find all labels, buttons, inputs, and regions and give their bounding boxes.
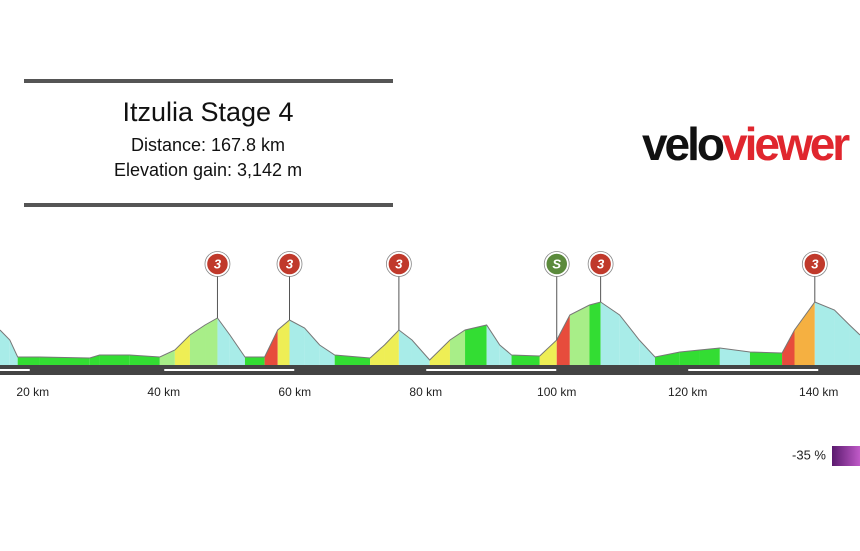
profile-line <box>0 301 860 361</box>
profile-segment <box>499 345 512 365</box>
profile-segment <box>370 345 385 365</box>
profile-segment <box>159 350 175 365</box>
profile-segment <box>217 318 230 365</box>
profile-segment <box>719 348 750 365</box>
subtitle: Distance: 167.8 km <box>131 135 285 155</box>
climb-marker-ring <box>801 251 828 277</box>
profile-segment <box>556 315 570 365</box>
climb-label: 3 <box>811 256 819 271</box>
profile-segment <box>17 357 40 365</box>
climb-marker-ring <box>385 251 412 277</box>
profile-segment <box>129 355 160 365</box>
profile-segment <box>679 350 700 365</box>
climb-marker <box>544 252 569 276</box>
profile-segment <box>782 330 795 365</box>
profile-segment <box>619 315 640 365</box>
x-tick-label: 20 km <box>16 385 49 399</box>
profile-segment <box>384 330 399 365</box>
climb-marker <box>277 252 302 276</box>
profile-segment <box>834 310 850 365</box>
climb-marker <box>387 252 411 276</box>
profile-segment <box>39 357 90 365</box>
x-tick-label: 120 km <box>668 385 707 399</box>
profile-segment <box>174 335 190 365</box>
road-stripe <box>163 369 295 371</box>
climb-label: 3 <box>286 256 294 271</box>
profile-segment <box>794 302 815 365</box>
profile-segment <box>569 305 590 365</box>
profile-segment <box>429 340 450 365</box>
x-tick-label: 40 km <box>147 385 180 399</box>
legend-swatch <box>832 446 860 466</box>
profile-segment <box>9 340 18 365</box>
profile-segment <box>699 348 720 365</box>
climb-marker-ring <box>204 251 231 277</box>
logo: viewer <box>722 118 850 170</box>
climb-marker <box>803 252 827 276</box>
profile-segment <box>411 340 430 365</box>
climb-marker-ring <box>543 251 570 277</box>
profile-segment <box>264 330 278 365</box>
climb-marker <box>588 252 613 276</box>
profile-segment <box>849 325 860 365</box>
profile-segment <box>814 302 835 365</box>
x-tick-label: 100 km <box>537 385 576 399</box>
subtitle: Elevation gain: 3,142 m <box>114 160 302 180</box>
x-tick-label: 80 km <box>409 385 442 399</box>
profile-segment <box>189 325 206 365</box>
profile-segment <box>99 355 130 365</box>
climb-label: 3 <box>597 256 605 271</box>
climb-label: S <box>552 256 561 271</box>
logo: velo <box>642 118 724 170</box>
profile-segment <box>449 330 466 365</box>
profile-segment <box>600 302 620 365</box>
profile-segment <box>319 345 335 365</box>
profile-segment <box>749 352 783 365</box>
profile-segment <box>277 320 290 365</box>
profile-segment <box>486 325 500 365</box>
profile-segment <box>229 335 245 365</box>
chart-title: Itzulia Stage 4 <box>122 97 293 127</box>
climb-marker-ring <box>587 251 614 277</box>
profile-segment <box>539 340 557 365</box>
profile-segment <box>304 328 320 365</box>
road-stripe <box>0 369 30 371</box>
profile-segment <box>0 330 10 365</box>
profile-segment <box>244 357 265 365</box>
profile-segment <box>398 330 412 365</box>
climb-label: 3 <box>395 256 403 271</box>
road-stripe <box>425 369 557 371</box>
climb-marker <box>205 252 230 276</box>
x-tick-label: 140 km <box>799 385 838 399</box>
profile-segment <box>289 320 305 365</box>
profile-segment <box>639 340 655 365</box>
climb-marker-ring <box>276 251 303 277</box>
road-stripe <box>687 369 819 371</box>
legend-label: -35 % <box>792 447 826 462</box>
climb-label: 3 <box>214 256 222 271</box>
profile-segment <box>589 302 601 365</box>
profile-segment <box>654 352 680 365</box>
profile-segment <box>511 355 540 365</box>
x-tick-label: 60 km <box>278 385 311 399</box>
profile-segment <box>205 318 218 365</box>
profile-segment <box>465 325 487 365</box>
